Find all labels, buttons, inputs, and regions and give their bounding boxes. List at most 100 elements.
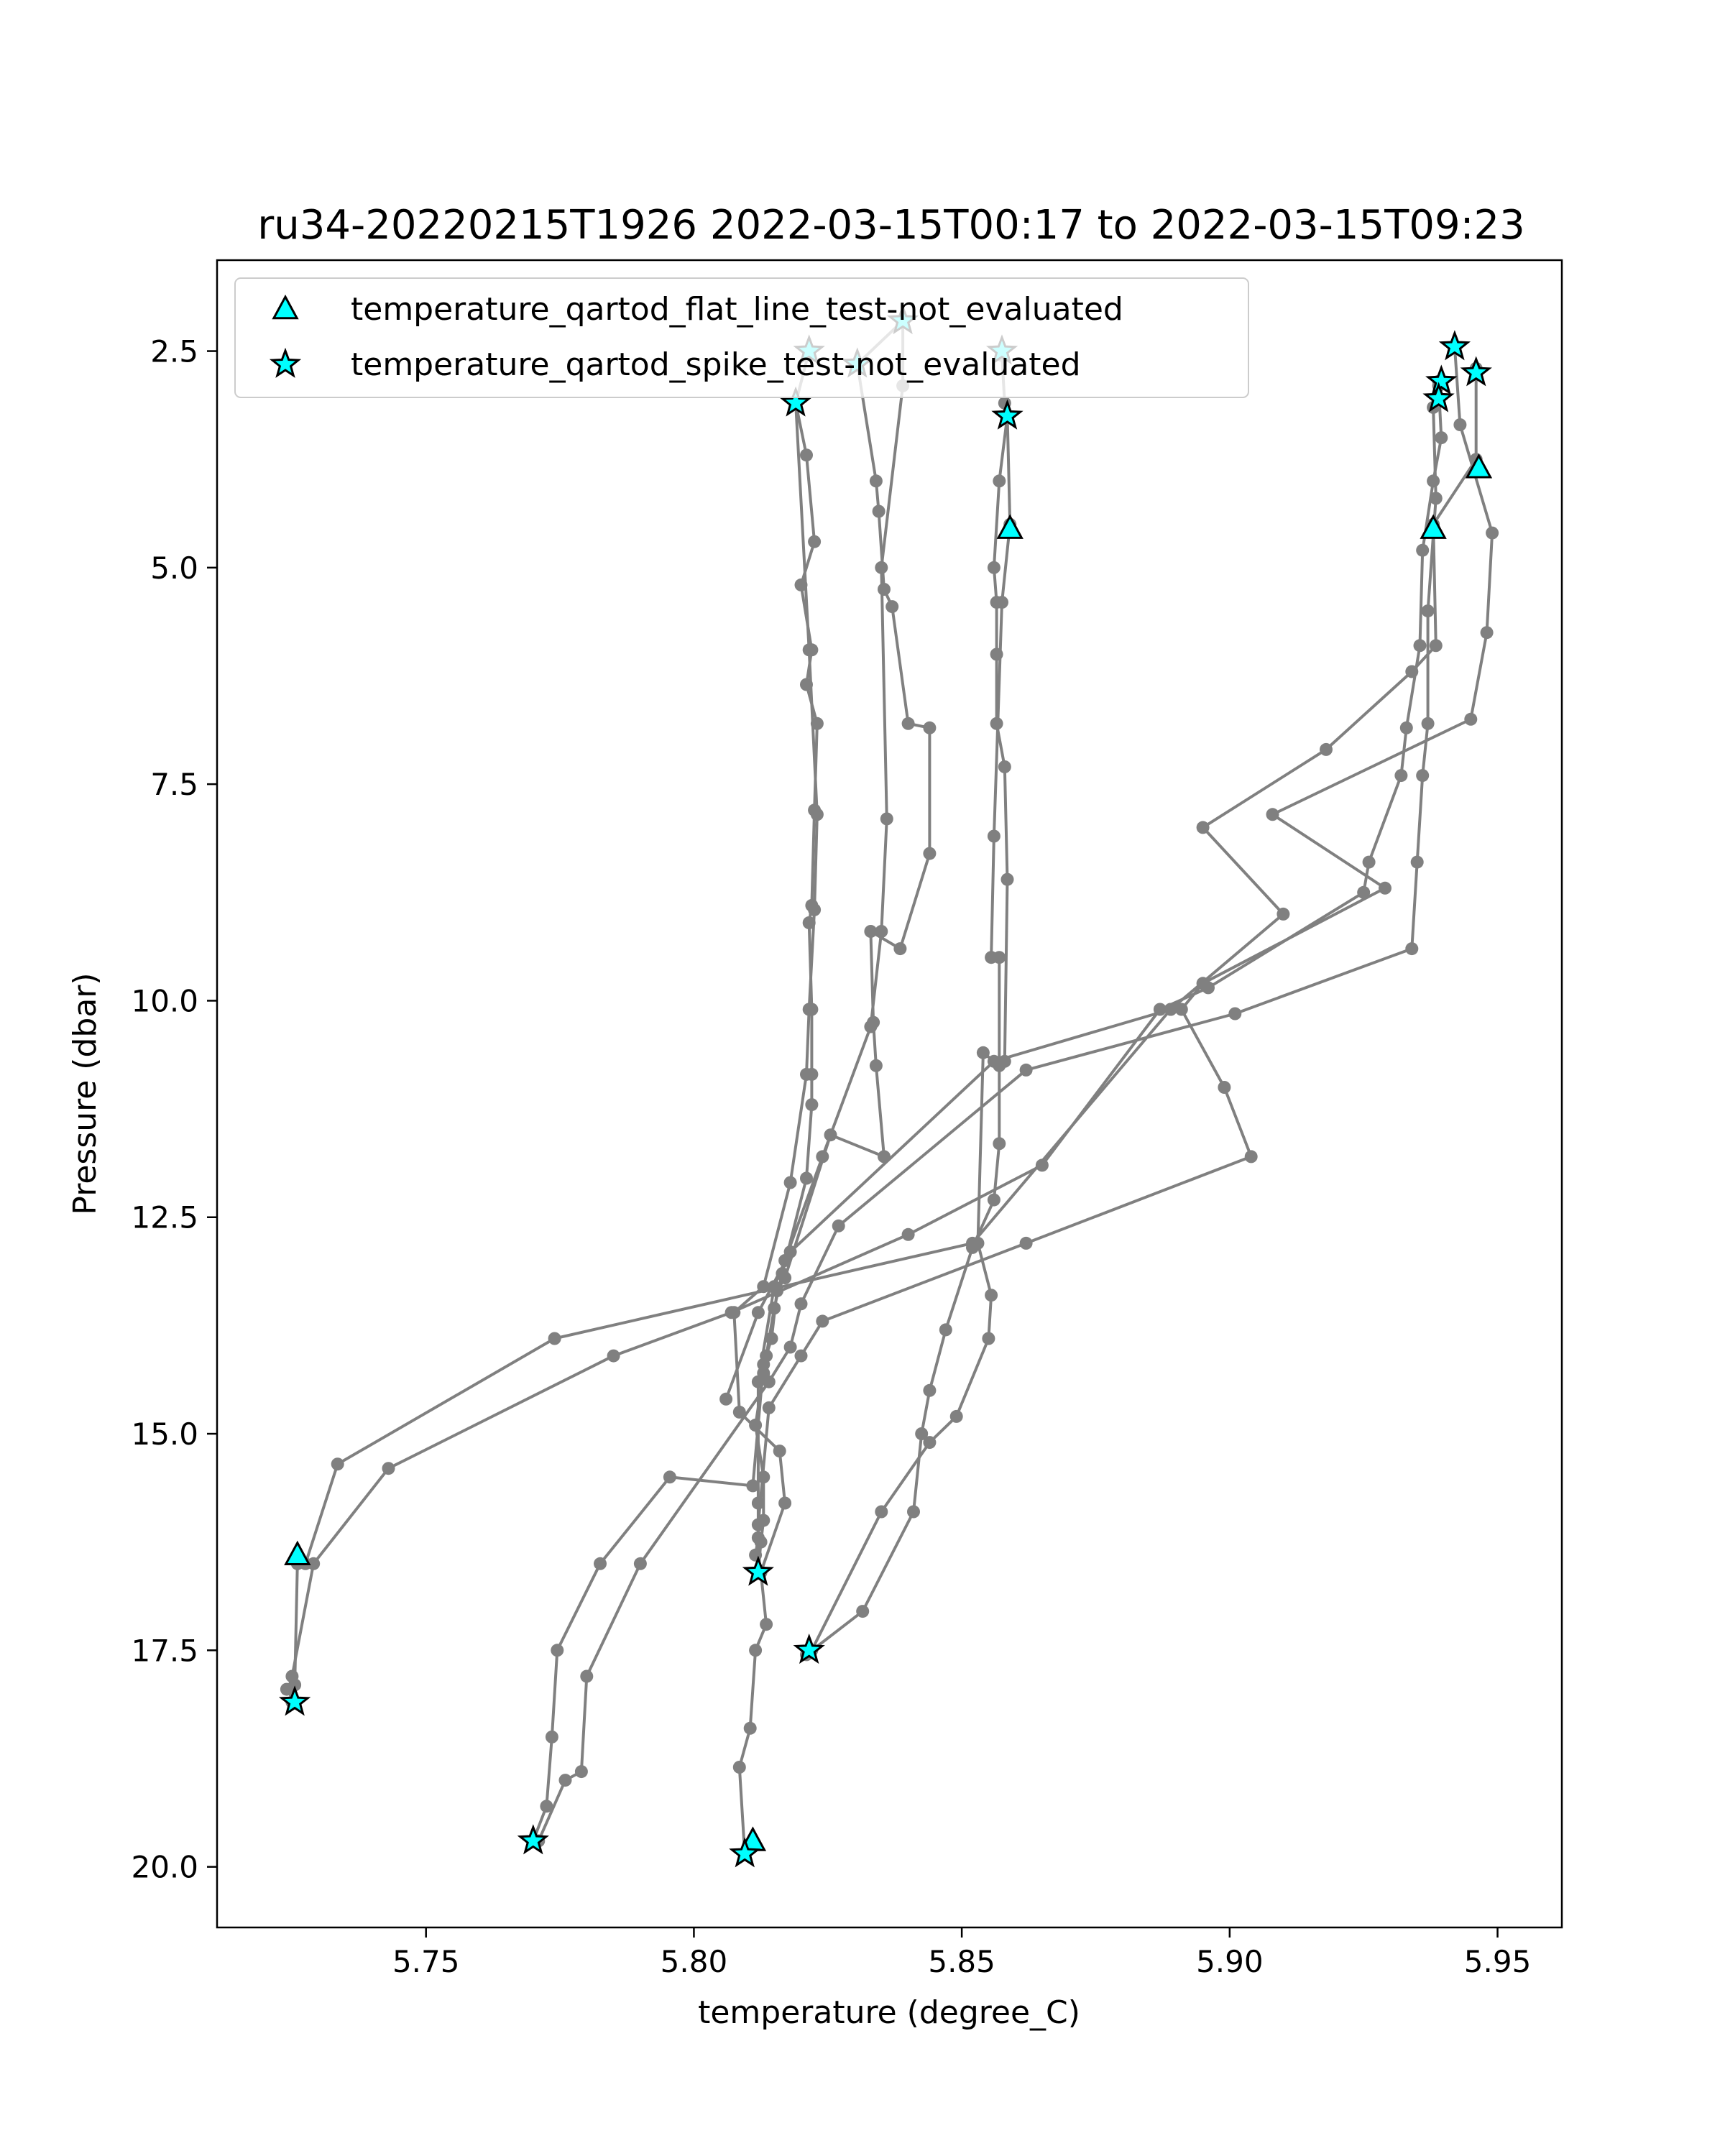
data-point (1228, 1007, 1242, 1021)
data-point (1405, 942, 1419, 956)
flat-line-marker (284, 1540, 311, 1566)
y-axis: 2.5 5.0 7.5 10.0 12.5 15.0 17.5 20.0 (131, 334, 217, 1885)
x-tick-label: 5.85 (928, 1944, 995, 1979)
data-point (802, 916, 816, 929)
data-point (762, 1375, 776, 1388)
y-tick-label: 17.5 (131, 1633, 198, 1668)
data-point (749, 1419, 763, 1432)
legend-triangle-icon (272, 294, 299, 320)
data-point (878, 583, 891, 596)
data-point (757, 1358, 770, 1371)
data-point (998, 760, 1011, 773)
data-point (540, 1800, 553, 1813)
data-point (816, 1314, 829, 1328)
data-point (794, 1297, 808, 1311)
data-point (875, 925, 888, 938)
data-point (993, 474, 1006, 488)
data-point (1453, 418, 1467, 431)
data-point (816, 1150, 829, 1164)
data-point (832, 1219, 845, 1233)
data-point (751, 1496, 765, 1510)
data-point (987, 561, 1000, 574)
data-point (987, 1193, 1000, 1207)
data-point (783, 1340, 797, 1354)
data-point (331, 1457, 344, 1471)
data-point (778, 1271, 792, 1285)
data-point (810, 717, 824, 730)
data-point (886, 600, 899, 614)
data-point (558, 1774, 572, 1787)
data-point (915, 1427, 929, 1440)
data-point (762, 1401, 776, 1414)
data-point (923, 1436, 937, 1450)
data-point (633, 1557, 647, 1570)
data-point (923, 721, 937, 734)
y-tick-label: 2.5 (150, 334, 198, 369)
data-point (1276, 907, 1290, 921)
data-point (1416, 543, 1430, 557)
data-point (985, 1289, 998, 1302)
chart-title: ru34-20220215T1926 2022-03-15T00:17 to 2… (257, 202, 1524, 249)
data-point (757, 1470, 770, 1484)
legend-label: temperature_qartod_spike_test-not_evalua… (351, 346, 1081, 383)
data-point (1421, 717, 1435, 730)
data-point (987, 1054, 1000, 1068)
x-axis: 5.75 5.80 5.85 5.90 5.95 (392, 1927, 1531, 1979)
data-point (794, 578, 808, 591)
data-point (1362, 855, 1376, 869)
profile-points (280, 314, 1499, 1861)
data-point (990, 648, 1003, 661)
data-point (783, 1245, 797, 1258)
spike-marker (278, 1685, 311, 1716)
data-point (901, 717, 915, 730)
data-point (1399, 721, 1413, 734)
data-point (732, 1761, 746, 1774)
data-point (551, 1644, 564, 1657)
data-point (1435, 431, 1448, 445)
data-point (901, 1227, 915, 1241)
legend-box (234, 277, 1249, 398)
data-point (864, 925, 878, 938)
data-point (810, 808, 824, 821)
x-axis-label: temperature (degree_C) (698, 1994, 1080, 2031)
data-point (765, 1332, 778, 1345)
data-point (545, 1730, 558, 1743)
data-point (663, 1470, 676, 1484)
spike-marker (1422, 382, 1455, 413)
data-point (802, 1003, 816, 1016)
spike-marker (779, 386, 812, 417)
data-point (856, 1605, 870, 1618)
data-point (802, 643, 816, 657)
data-point (719, 1392, 733, 1406)
data-point (757, 1280, 770, 1294)
y-tick-label: 12.5 (131, 1200, 198, 1235)
data-point (749, 1548, 763, 1562)
data-point (893, 942, 907, 956)
data-point (800, 1067, 813, 1081)
data-point (987, 829, 1000, 843)
data-point (880, 812, 893, 826)
data-point (907, 1505, 920, 1519)
data-point (800, 678, 813, 691)
data-point (800, 448, 813, 462)
legend-entries: temperature_qartod_flat_line_test-not_ev… (269, 291, 1123, 383)
data-point (966, 1236, 979, 1250)
spike-marker (517, 1824, 549, 1855)
data-point (751, 1375, 765, 1388)
data-point (982, 1332, 995, 1345)
data-point (1174, 1003, 1188, 1016)
data-point (800, 1171, 813, 1185)
legend-star-icon (269, 347, 302, 378)
data-point (1320, 742, 1333, 756)
profile-line-5 (810, 355, 1009, 1651)
data-point (1019, 1063, 1033, 1077)
data-point (783, 1176, 797, 1189)
data-point (1480, 626, 1494, 640)
data-point (805, 1098, 819, 1112)
y-tick-label: 5.0 (150, 550, 198, 586)
spike-marker (991, 399, 1024, 430)
y-tick-label: 15.0 (131, 1416, 198, 1452)
data-point (743, 1721, 757, 1735)
data-point (1035, 1158, 1049, 1172)
